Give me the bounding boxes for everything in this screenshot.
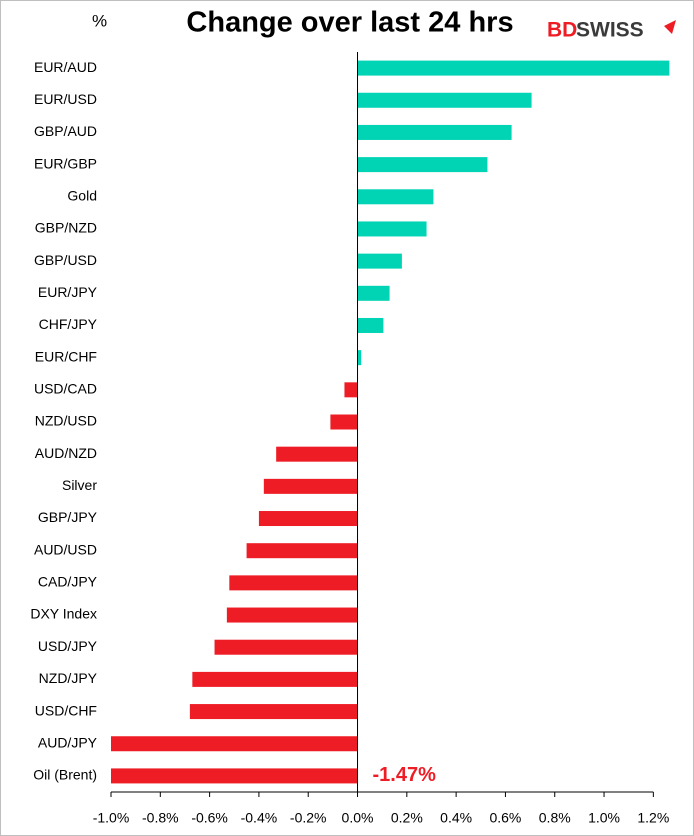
x-tick-label: -0.8% — [142, 810, 179, 826]
category-label: GBP/USD — [34, 252, 97, 268]
category-label: GBP/AUD — [34, 123, 97, 139]
x-tick-label: -0.2% — [290, 810, 327, 826]
bar — [111, 768, 358, 784]
x-tick-label: 0.8% — [539, 810, 571, 826]
logo-left: BD — [547, 19, 577, 42]
category-label: USD/JPY — [38, 638, 98, 654]
bar — [276, 446, 358, 462]
category-label: USD/CAD — [34, 381, 97, 397]
x-tick-label: 1.2% — [637, 810, 669, 826]
bar — [357, 285, 390, 301]
bar — [330, 414, 358, 430]
bar — [357, 221, 427, 237]
value-label: -1.47% — [373, 764, 437, 786]
x-tick-label: 0.6% — [489, 810, 521, 826]
category-label: Oil (Brent) — [33, 767, 97, 783]
bars — [111, 60, 670, 784]
category-label: EUR/CHF — [35, 348, 97, 364]
bar — [263, 478, 358, 494]
category-label: GBP/NZD — [35, 220, 97, 236]
category-label: EUR/USD — [34, 91, 97, 107]
x-tick-label: 0.2% — [391, 810, 423, 826]
chart-title: Change over last 24 hrs — [186, 7, 513, 39]
bar — [357, 253, 402, 269]
bar — [357, 92, 532, 108]
bar — [246, 543, 358, 559]
logo-right: SWISS — [576, 19, 644, 42]
x-tick-label: 1.0% — [588, 810, 620, 826]
x-tick-label: 0.4% — [440, 810, 472, 826]
bar — [192, 671, 358, 687]
category-label: DXY Index — [30, 606, 97, 622]
category-label: AUD/NZD — [35, 445, 97, 461]
x-tick-label: 0.0% — [342, 810, 374, 826]
bar — [214, 639, 358, 655]
x-tick-label: -0.6% — [191, 810, 228, 826]
unit-label: % — [92, 11, 107, 30]
category-label: Gold — [67, 187, 97, 203]
bar — [357, 317, 384, 333]
category-label: NZD/USD — [35, 413, 97, 429]
bar — [357, 60, 670, 76]
bar — [357, 157, 488, 173]
bar — [226, 607, 358, 623]
category-label: CHF/JPY — [39, 316, 98, 332]
logo: BD SWISS — [547, 19, 676, 42]
category-label: GBP/JPY — [38, 509, 98, 525]
bar — [189, 704, 358, 720]
category-label: EUR/JPY — [38, 284, 98, 300]
bar — [344, 382, 358, 398]
category-label: AUD/USD — [34, 541, 97, 557]
x-tick-label: -0.4% — [241, 810, 278, 826]
bar — [357, 350, 362, 366]
category-label: CAD/JPY — [38, 574, 98, 590]
bar — [258, 511, 358, 527]
category-label: Silver — [62, 477, 97, 493]
category-label: AUD/JPY — [38, 734, 98, 750]
bar — [229, 575, 358, 591]
bar — [357, 124, 512, 140]
category-label: EUR/AUD — [34, 59, 97, 75]
logo-mark — [664, 20, 676, 34]
category-label: NZD/JPY — [39, 670, 98, 686]
bar — [111, 736, 358, 752]
x-tick-label: -1.0% — [93, 810, 130, 826]
category-label: USD/CHF — [35, 702, 97, 718]
category-label: EUR/GBP — [34, 155, 97, 171]
bar — [357, 189, 434, 205]
